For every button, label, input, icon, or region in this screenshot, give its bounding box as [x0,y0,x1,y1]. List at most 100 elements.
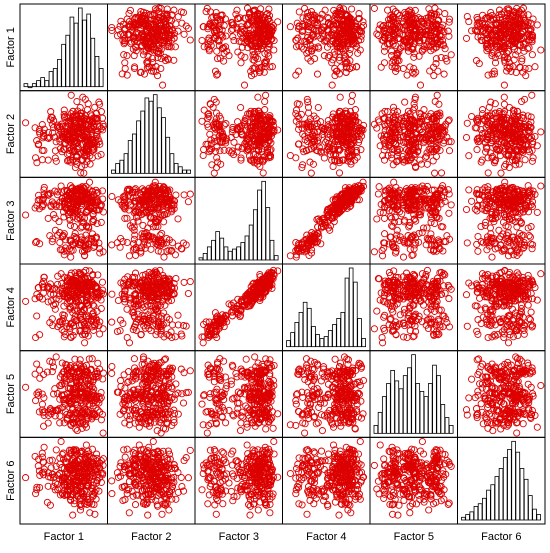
scatter-point [206,19,214,27]
histogram-bar [40,77,45,88]
scatter-point [392,25,400,33]
scatter-point [293,19,301,27]
scatter-point [262,57,270,65]
scatter-point [336,4,344,12]
scatter-point [323,43,332,51]
scatter-point [338,20,346,28]
scatter-point [213,154,221,162]
histogram-bar [202,253,208,261]
scatter-point [145,63,153,71]
scatter-point [347,97,355,106]
scatter-point [401,98,409,106]
histogram-bar [257,189,262,261]
panel-factor-4-vs-factor-1 [22,266,107,347]
scatter-point [474,247,482,255]
scatter-point [468,197,476,205]
scatter-point [328,59,336,67]
scatter-point [310,14,318,22]
scatter-point [344,40,352,48]
histogram-bar [123,153,129,174]
scatter-point [412,15,420,23]
scatter-point [381,29,389,37]
scatter-point [404,34,412,42]
scatter-point [108,192,116,201]
scatter-point [419,19,428,27]
scatter-point [314,27,322,35]
histogram-bar [36,80,41,88]
histogram-bar [206,246,212,261]
scatter-point [223,47,231,55]
scatter-point [180,191,188,199]
scatter-point [392,54,400,62]
scatter-point [247,67,255,75]
scatter-point [433,91,441,99]
scatter-point [525,64,533,73]
scatter-point [381,34,389,42]
histogram-bar [98,68,104,88]
scatter-point [313,70,322,78]
scatter-point [528,51,536,59]
scatter-point [537,46,545,54]
scatter-point [286,252,294,260]
scatter-point [237,38,245,46]
histogram-bar [144,97,150,174]
scatter-point [519,4,527,12]
scatter-point [390,178,398,186]
scatter-point [261,106,269,114]
scatter-point [390,37,399,45]
scatter-point [437,24,445,32]
scatter-point [154,49,163,57]
scatter-point [370,4,378,12]
scatter-point [334,43,342,52]
scatter-point [374,190,382,198]
scatter-point [376,21,384,29]
scatter-point [355,10,363,18]
scatter-point [445,147,454,155]
scatter-point [159,81,167,89]
scatter-point [97,218,105,226]
scatter-point [306,36,314,44]
scatter-point [262,34,270,42]
histogram-bar [119,159,125,174]
scatter-point [324,34,332,42]
histogram-bar [219,237,225,261]
panel-frames [19,3,546,525]
scatter-point [404,8,412,16]
histogram-bar [178,166,183,174]
histogram-bar [252,209,258,261]
scatter-point [477,125,485,134]
scatter-point [526,233,534,241]
scatter-point [137,25,145,33]
scatter-point [240,81,249,89]
scatter-point [174,215,182,223]
histogram-bar [86,13,91,88]
scatter-point [153,72,162,80]
scatter-point [186,36,194,44]
scatter-point [292,154,300,162]
scatter-point [237,59,245,67]
scatter-point [263,38,271,46]
scatter-point [144,52,152,60]
histogram-bar [186,169,192,174]
scatter-point [214,70,222,78]
scatter-point [108,241,116,249]
scatter-point [462,205,471,214]
histogram-bar [223,246,229,261]
scatter-point [44,214,52,222]
scatter-point [240,27,249,35]
scatter-point [373,215,381,223]
scatter-point [415,26,423,34]
scatter-point [150,42,158,50]
scatter-point [255,29,263,37]
scatter-point [83,106,92,114]
scatter-point [394,22,402,30]
scatter-point [125,252,134,260]
scatter-point [147,10,155,18]
scatter-point [186,190,194,198]
scatter-point [427,47,435,55]
scatter-point [213,47,221,55]
histogram-bar [57,59,62,88]
scatter-point [200,23,208,31]
scatter-point [149,58,157,67]
scatter-point [157,4,165,12]
